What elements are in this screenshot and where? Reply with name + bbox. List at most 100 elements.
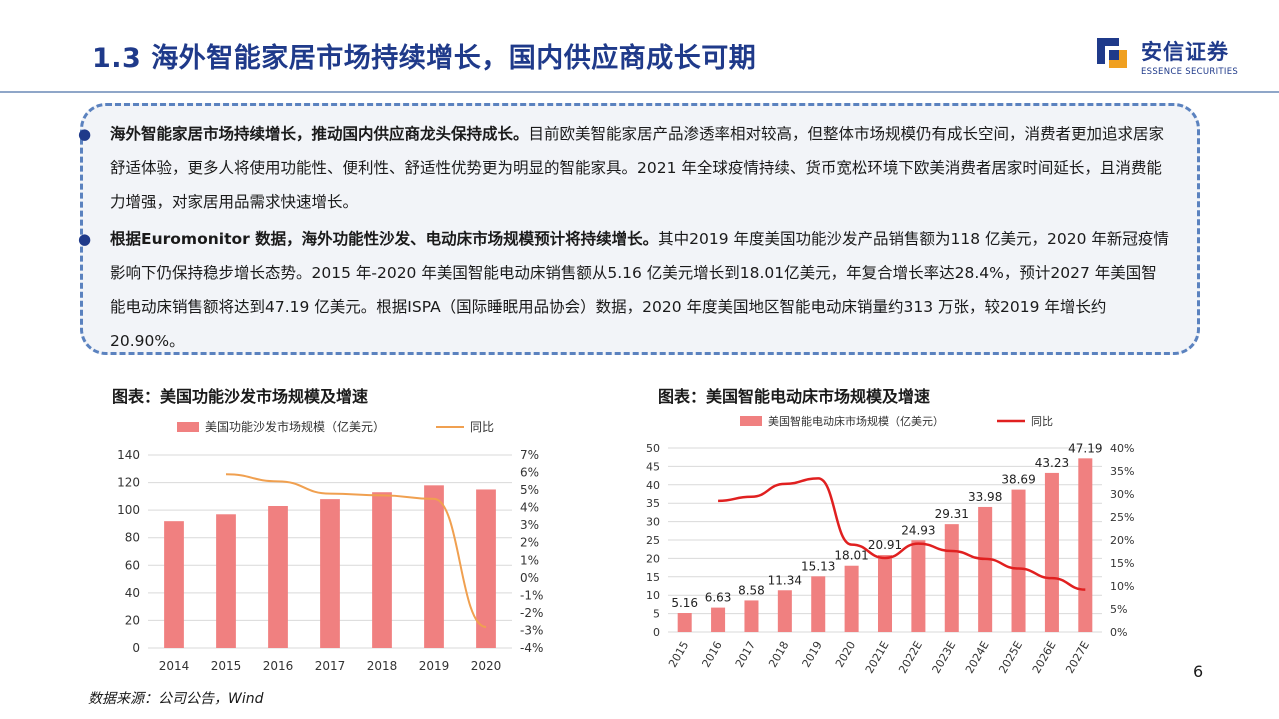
y-tick-label: 0 bbox=[653, 626, 660, 639]
y-tick-label: 10 bbox=[646, 589, 660, 602]
y-tick-label: 20 bbox=[646, 552, 660, 565]
y-tick-label: 40 bbox=[646, 479, 660, 492]
sofa-market-chart: 美国功能沙发市场规模（亿美元） 同比 0 20 40 60 80 100 120 140 -4% -3… bbox=[117, 419, 543, 673]
y2-tick-label: -3% bbox=[520, 623, 543, 637]
y2-tick-label: 0% bbox=[520, 571, 539, 585]
bullet-dot-icon: ● bbox=[78, 125, 92, 143]
x-tick-label: 2023E bbox=[930, 639, 959, 676]
y2-tick-label: 40% bbox=[1110, 442, 1134, 455]
summary-bullet-2: ● 根据Euromonitor 数据，海外功能性沙发、电动床市场规模预计将持续增… bbox=[78, 222, 1170, 358]
y2-tick-label: 2% bbox=[520, 536, 539, 550]
bar bbox=[911, 540, 926, 632]
y-tick-label: 40 bbox=[125, 586, 140, 600]
bar-data-label: 18.01 bbox=[834, 549, 868, 563]
y2-tick-label: 5% bbox=[520, 483, 539, 497]
legend-line-label: 同比 bbox=[1031, 415, 1053, 428]
legend-bar-label: 美国功能沙发市场规模（亿美元） bbox=[205, 419, 385, 434]
legend-bar-swatch bbox=[740, 416, 762, 426]
bullet-1-body: 目前欧美智能家居产品渗透率相对较高，但整体市场规模仍有成长空间，消费者更加追求居… bbox=[110, 125, 1165, 211]
bar bbox=[944, 524, 959, 632]
logo-text-en: ESSENCE SECURITIES bbox=[1141, 67, 1239, 77]
y2-tick-label: 15% bbox=[1110, 557, 1134, 570]
x-tick-label: 2027E bbox=[1063, 639, 1092, 676]
x-tick-label: 2026E bbox=[1030, 639, 1059, 676]
bar bbox=[1011, 489, 1026, 632]
y2-tick-label: -4% bbox=[520, 641, 543, 655]
y2-tick-label: 20% bbox=[1110, 534, 1134, 547]
data-source: 数据来源：公司公告，Wind bbox=[88, 691, 264, 707]
bar-data-label: 38.69 bbox=[1001, 473, 1035, 487]
bar bbox=[424, 485, 444, 648]
y-tick-label: 120 bbox=[117, 476, 140, 490]
bar-data-label: 43.23 bbox=[1035, 456, 1069, 470]
bar bbox=[811, 576, 826, 632]
x-tick-label: 2025E bbox=[996, 639, 1025, 676]
bar-data-label: 47.19 bbox=[1068, 441, 1102, 455]
x-tick-label: 2015 bbox=[211, 659, 242, 673]
bar bbox=[476, 489, 496, 648]
y2-tick-label: 4% bbox=[520, 501, 539, 515]
legend-line-label: 同比 bbox=[470, 420, 494, 434]
bullet-1-lead: 海外智能家居市场持续增长，推动国内供应商龙头保持成长。 bbox=[110, 125, 529, 143]
bar bbox=[978, 506, 993, 632]
bar bbox=[320, 499, 340, 648]
y-tick-label: 0 bbox=[132, 641, 140, 655]
legend-bar-swatch bbox=[177, 422, 199, 432]
bullet-2-body: 其中2019 年度美国功能沙发产品销售额为118 亿美元，2020 年新冠疫情影… bbox=[110, 230, 1169, 350]
x-tick-label: 2017 bbox=[733, 639, 758, 670]
y-tick-label: 30 bbox=[646, 516, 660, 529]
bar bbox=[744, 600, 759, 632]
bar bbox=[1044, 472, 1059, 632]
x-tick-label: 2016 bbox=[699, 639, 724, 670]
bar bbox=[216, 514, 236, 648]
bar bbox=[1078, 458, 1093, 632]
y2-tick-label: -1% bbox=[520, 588, 543, 602]
page-title: 1.3 海外智能家居市场持续增长，国内供应商成长可期 bbox=[92, 43, 757, 74]
logo-text-cn: 安信证券 bbox=[1141, 40, 1229, 64]
y-tick-label: 5 bbox=[653, 608, 660, 621]
y-tick-label: 15 bbox=[646, 571, 660, 584]
yoy-line bbox=[225, 473, 487, 628]
bar bbox=[777, 590, 792, 632]
bar-data-label: 15.13 bbox=[801, 559, 835, 573]
x-tick-label: 2022E bbox=[896, 639, 925, 676]
bar-data-label: 11.34 bbox=[768, 573, 802, 587]
y2-tick-label: 10% bbox=[1110, 580, 1134, 593]
bullet-2-lead: 根据Euromonitor 数据，海外功能性沙发、电动床市场规模预计将持续增长。 bbox=[110, 230, 659, 248]
summary-box bbox=[80, 103, 1200, 355]
y2-tick-label: -2% bbox=[520, 606, 543, 620]
y-tick-label: 50 bbox=[646, 442, 660, 455]
y-tick-label: 35 bbox=[646, 497, 660, 510]
y2-tick-label: 6% bbox=[520, 466, 539, 480]
x-tick-label: 2018 bbox=[766, 639, 791, 670]
bullet-dot-icon: ● bbox=[78, 230, 92, 248]
y2-tick-label: 25% bbox=[1110, 511, 1134, 524]
y2-tick-label: 3% bbox=[520, 518, 539, 532]
x-tick-label: 2018 bbox=[367, 659, 398, 673]
x-tick-label: 2024E bbox=[963, 639, 992, 676]
legend-bar-label: 美国智能电动床市场规模（亿美元） bbox=[768, 414, 944, 428]
x-tick-label: 2020 bbox=[471, 659, 502, 673]
smart-bed-market-chart: 美国智能电动床市场规模（亿美元） 同比 0 5 10 15 20 25 30 35 40 45 50 0%… bbox=[646, 414, 1134, 676]
y-tick-label: 25 bbox=[646, 534, 660, 547]
chart-1-title: 图表：美国功能沙发市场规模及增速 bbox=[112, 387, 369, 406]
x-tick-label: 2019 bbox=[800, 639, 825, 670]
bar bbox=[372, 492, 392, 648]
bar bbox=[268, 506, 288, 648]
x-tick-label: 2015 bbox=[666, 639, 691, 670]
bar-data-label: 20.91 bbox=[868, 538, 902, 552]
bar-data-label: 5.16 bbox=[671, 596, 698, 610]
x-tick-label: 2016 bbox=[263, 659, 294, 673]
bar bbox=[164, 521, 184, 648]
y-tick-label: 60 bbox=[125, 558, 140, 572]
x-tick-label: 2020 bbox=[833, 639, 858, 670]
bar-data-label: 33.98 bbox=[968, 490, 1002, 504]
summary-bullet-1: ● 海外智能家居市场持续增长，推动国内供应商龙头保持成长。目前欧美智能家居产品渗… bbox=[78, 117, 1170, 219]
y-tick-label: 80 bbox=[125, 531, 140, 545]
y2-tick-label: 1% bbox=[520, 553, 539, 567]
y2-tick-label: 30% bbox=[1110, 488, 1134, 501]
company-logo: 安信证券 ESSENCE SECURITIES bbox=[1093, 30, 1253, 82]
y-tick-label: 100 bbox=[117, 503, 140, 517]
logo-mark-icon bbox=[1097, 38, 1127, 68]
bar-data-label: 8.58 bbox=[738, 583, 765, 597]
